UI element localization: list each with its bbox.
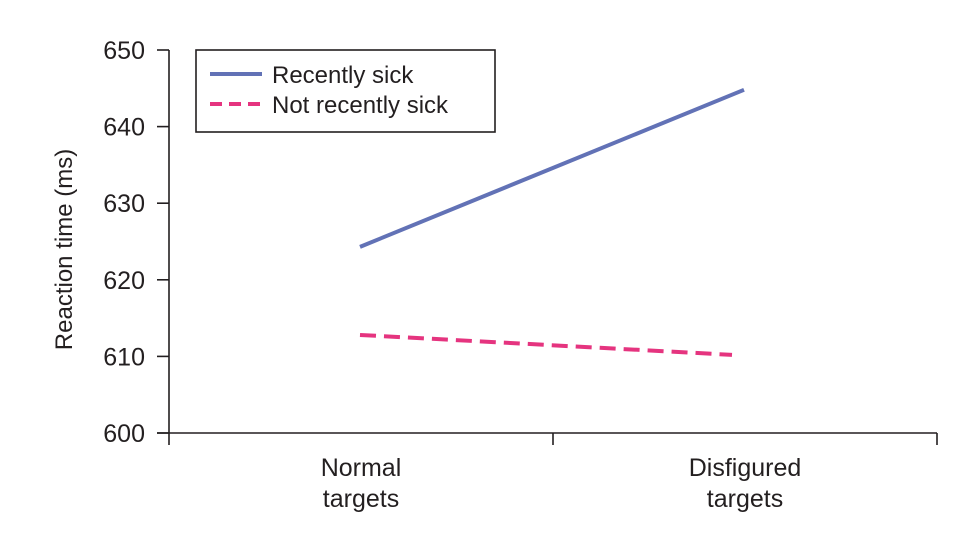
y-axis-label: Reaction time (ms) [51,149,78,350]
y-tick-label: 610 [103,343,145,371]
y-tick-label: 620 [103,267,145,295]
legend-label: Recently sick [272,62,414,89]
x-tick-label: Normal [321,454,402,482]
x-tick-label: targets [323,485,399,513]
x-tick-label: targets [707,485,783,513]
y-tick-label: 630 [103,190,145,218]
legend-box [195,49,496,133]
y-tick-label: 600 [103,420,145,448]
series-line-not-recently-sick [359,332,733,357]
series-line-recently-sick [359,87,745,249]
y-tick-label: 640 [103,114,145,142]
legend-label: Not recently sick [272,92,449,119]
x-tick-label: Disfigured [689,454,802,482]
y-tick-label: 650 [103,37,145,65]
